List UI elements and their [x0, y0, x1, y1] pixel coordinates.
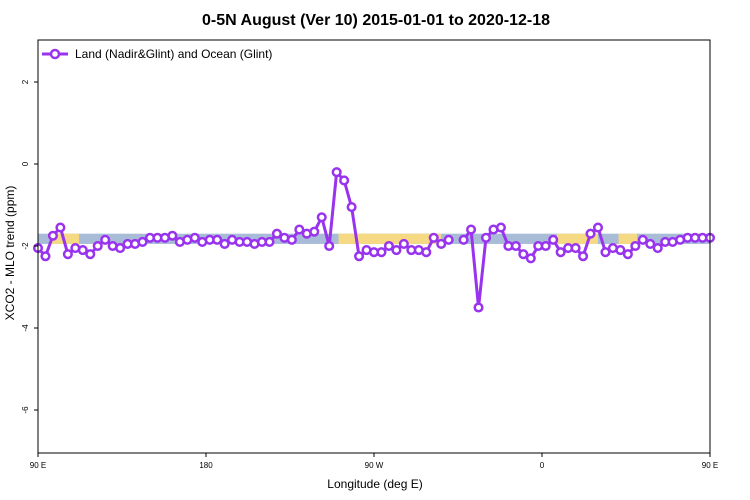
- data-point: [316, 212, 327, 223]
- data-point: [47, 230, 58, 241]
- data-point: [495, 222, 506, 233]
- data-point: [137, 236, 148, 247]
- y-tick-label: -2: [21, 242, 30, 250]
- data-point: [219, 238, 230, 249]
- data-point: [346, 202, 357, 213]
- data-point: [570, 243, 581, 254]
- x-tick-label: 180: [199, 461, 213, 470]
- data-point: [40, 251, 51, 262]
- data-point: [652, 243, 663, 254]
- x-tick-label: 90 E: [30, 461, 46, 470]
- data-point: [77, 245, 88, 256]
- y-tick-label: -6: [21, 406, 30, 414]
- band-yellow-segment: [338, 233, 442, 244]
- data-point: [115, 243, 126, 254]
- data-point: [458, 234, 469, 245]
- data-point: [264, 236, 275, 247]
- data-point: [85, 249, 96, 260]
- data-point: [376, 247, 387, 258]
- data-point: [324, 240, 335, 252]
- chart-title: 0-5N August (Ver 10) 2015-01-01 to 2020-…: [202, 12, 550, 29]
- y-tick-label: -4: [21, 324, 30, 332]
- data-point: [585, 228, 596, 239]
- data-point: [466, 224, 477, 235]
- data-point: [428, 232, 439, 243]
- data-point: [339, 175, 350, 186]
- band-yellow-segment: [556, 233, 598, 244]
- data-point: [398, 238, 409, 249]
- data-point: [548, 234, 559, 245]
- data-point: [383, 240, 394, 252]
- data-point: [92, 240, 103, 252]
- data-point: [294, 224, 305, 235]
- data-point: [271, 228, 282, 239]
- data-point: [645, 238, 656, 249]
- data-point: [637, 234, 648, 245]
- data-point: [443, 234, 454, 245]
- band-yellow-segment: [618, 233, 638, 244]
- legend-marker-swatch: [49, 48, 61, 60]
- legend-entry-label: Land (Nadir&Glint) and Ocean (Glint): [75, 47, 272, 61]
- data-point: [480, 232, 492, 243]
- data-point: [421, 247, 432, 258]
- data-point: [525, 253, 536, 264]
- data-point: [436, 238, 447, 249]
- data-point: [62, 249, 73, 260]
- y-axis: -6 -4 -2 0 2: [21, 79, 38, 414]
- data-point: [630, 240, 641, 252]
- data-point: [167, 230, 178, 241]
- data-point: [555, 247, 566, 258]
- x-tick-label: 90 W: [365, 461, 384, 470]
- x-axis-label: Longitude (deg E): [327, 477, 422, 491]
- data-point: [510, 240, 521, 252]
- x-tick-label: 0: [540, 461, 545, 470]
- x-axis: 90 E 180 90 W 0 90 E: [30, 453, 718, 470]
- data-point: [212, 234, 223, 245]
- x-tick-label: 90 E: [702, 461, 718, 470]
- series-layer: [32, 167, 716, 313]
- y-tick-label: 2: [21, 79, 30, 84]
- data-point: [391, 245, 402, 256]
- data-point: [286, 234, 297, 245]
- data-point: [540, 240, 551, 252]
- data-point: [473, 302, 484, 313]
- y-tick-label: 0: [21, 161, 30, 166]
- data-point: [309, 226, 320, 237]
- data-point: [578, 251, 589, 262]
- data-point: [600, 247, 611, 258]
- data-point: [100, 234, 111, 245]
- data-point: [615, 245, 626, 256]
- data-point: [55, 222, 66, 233]
- data-point: [518, 249, 529, 260]
- y-axis-label: XCO2 - MLO trend (ppm): [3, 186, 17, 321]
- legend: Land (Nadir&Glint) and Ocean (Glint): [42, 47, 272, 61]
- data-point: [622, 249, 633, 260]
- data-point: [331, 167, 342, 178]
- data-point: [354, 251, 365, 262]
- data-point: [189, 232, 200, 243]
- data-point: [592, 222, 604, 233]
